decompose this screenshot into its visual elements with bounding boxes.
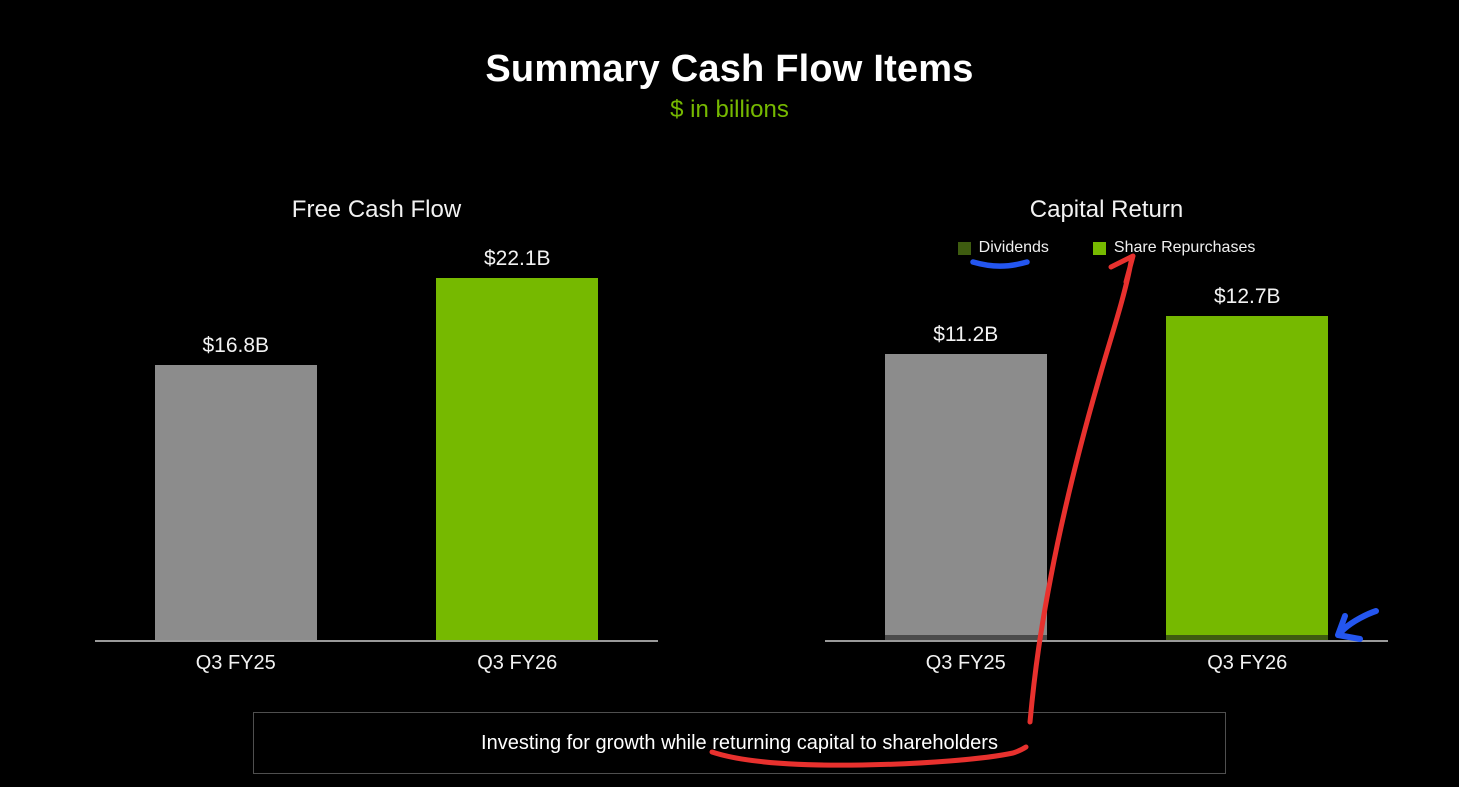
bar-q3-fy25 xyxy=(884,353,1047,640)
capital-return-chart: Capital Return Dividends Share Repurchase… xyxy=(825,196,1388,680)
x-axis-label-q3-fy26: Q3 FY26 xyxy=(1207,652,1288,674)
bar-segment-free-cash-flow xyxy=(154,365,317,640)
chart-title-free-cash-flow: Free Cash Flow xyxy=(291,196,462,223)
page-subtitle: $ in billions xyxy=(670,96,789,123)
bar-slot-q3-fy26: $22.1B xyxy=(377,196,659,640)
x-axis-label-q3-fy25: Q3 FY25 xyxy=(925,652,1006,674)
legend-item-share-repurchases: Share Repurchases xyxy=(1092,239,1256,256)
bar-q3-fy26 xyxy=(436,278,599,640)
chart-title-capital-return: Capital Return xyxy=(1029,196,1184,223)
bar-segment-share-repurchases xyxy=(1166,315,1329,635)
legend-label: Share Repurchases xyxy=(1113,239,1256,256)
footer-note-text: Investing for growth while returning cap… xyxy=(481,731,998,754)
bar-slot-q3-fy25: $16.8B xyxy=(95,196,377,640)
legend-label: Dividends xyxy=(978,239,1049,256)
bar-value-label: $11.2B xyxy=(933,322,999,346)
bar-value-label: $16.8B xyxy=(202,334,270,358)
chart-legend: Dividends Share Repurchases xyxy=(825,240,1388,256)
bar-q3-fy26 xyxy=(1166,315,1329,640)
bar-slot-q3-fy25: $11.2B xyxy=(825,196,1107,640)
x-axis-line xyxy=(95,640,658,642)
x-axis-line xyxy=(825,640,1388,642)
bar-value-label: $22.1B xyxy=(483,247,551,271)
x-axis-label-q3-fy25: Q3 FY25 xyxy=(195,652,276,674)
bars-area: $16.8B $22.1B xyxy=(95,196,658,640)
free-cash-flow-chart: Free Cash Flow $16.8B $22.1B Q3 FY25 Q3 FY… xyxy=(95,196,658,680)
bar-segment-dividends xyxy=(1166,634,1329,640)
bar-slot-q3-fy26: $12.7B xyxy=(1107,196,1389,640)
bar-segment-share-repurchases xyxy=(884,353,1047,635)
bar-value-label: $12.7B xyxy=(1213,284,1281,308)
bar-segment-free-cash-flow xyxy=(436,278,599,640)
legend-item-dividends: Dividends xyxy=(957,239,1049,256)
footer-note-box: Investing for growth while returning cap… xyxy=(253,712,1226,774)
legend-swatch-icon xyxy=(1092,241,1106,255)
bars-area: $11.2B $12.7B xyxy=(825,196,1388,640)
page-title: Summary Cash Flow Items xyxy=(485,48,974,90)
x-axis-labels: Q3 FY25 Q3 FY26 xyxy=(825,652,1388,674)
legend-swatch-icon xyxy=(957,241,971,255)
x-axis-label-q3-fy26: Q3 FY26 xyxy=(477,652,558,674)
bar-segment-dividends xyxy=(884,634,1047,640)
x-axis-labels: Q3 FY25 Q3 FY26 xyxy=(95,652,658,674)
bar-q3-fy25 xyxy=(154,365,317,640)
